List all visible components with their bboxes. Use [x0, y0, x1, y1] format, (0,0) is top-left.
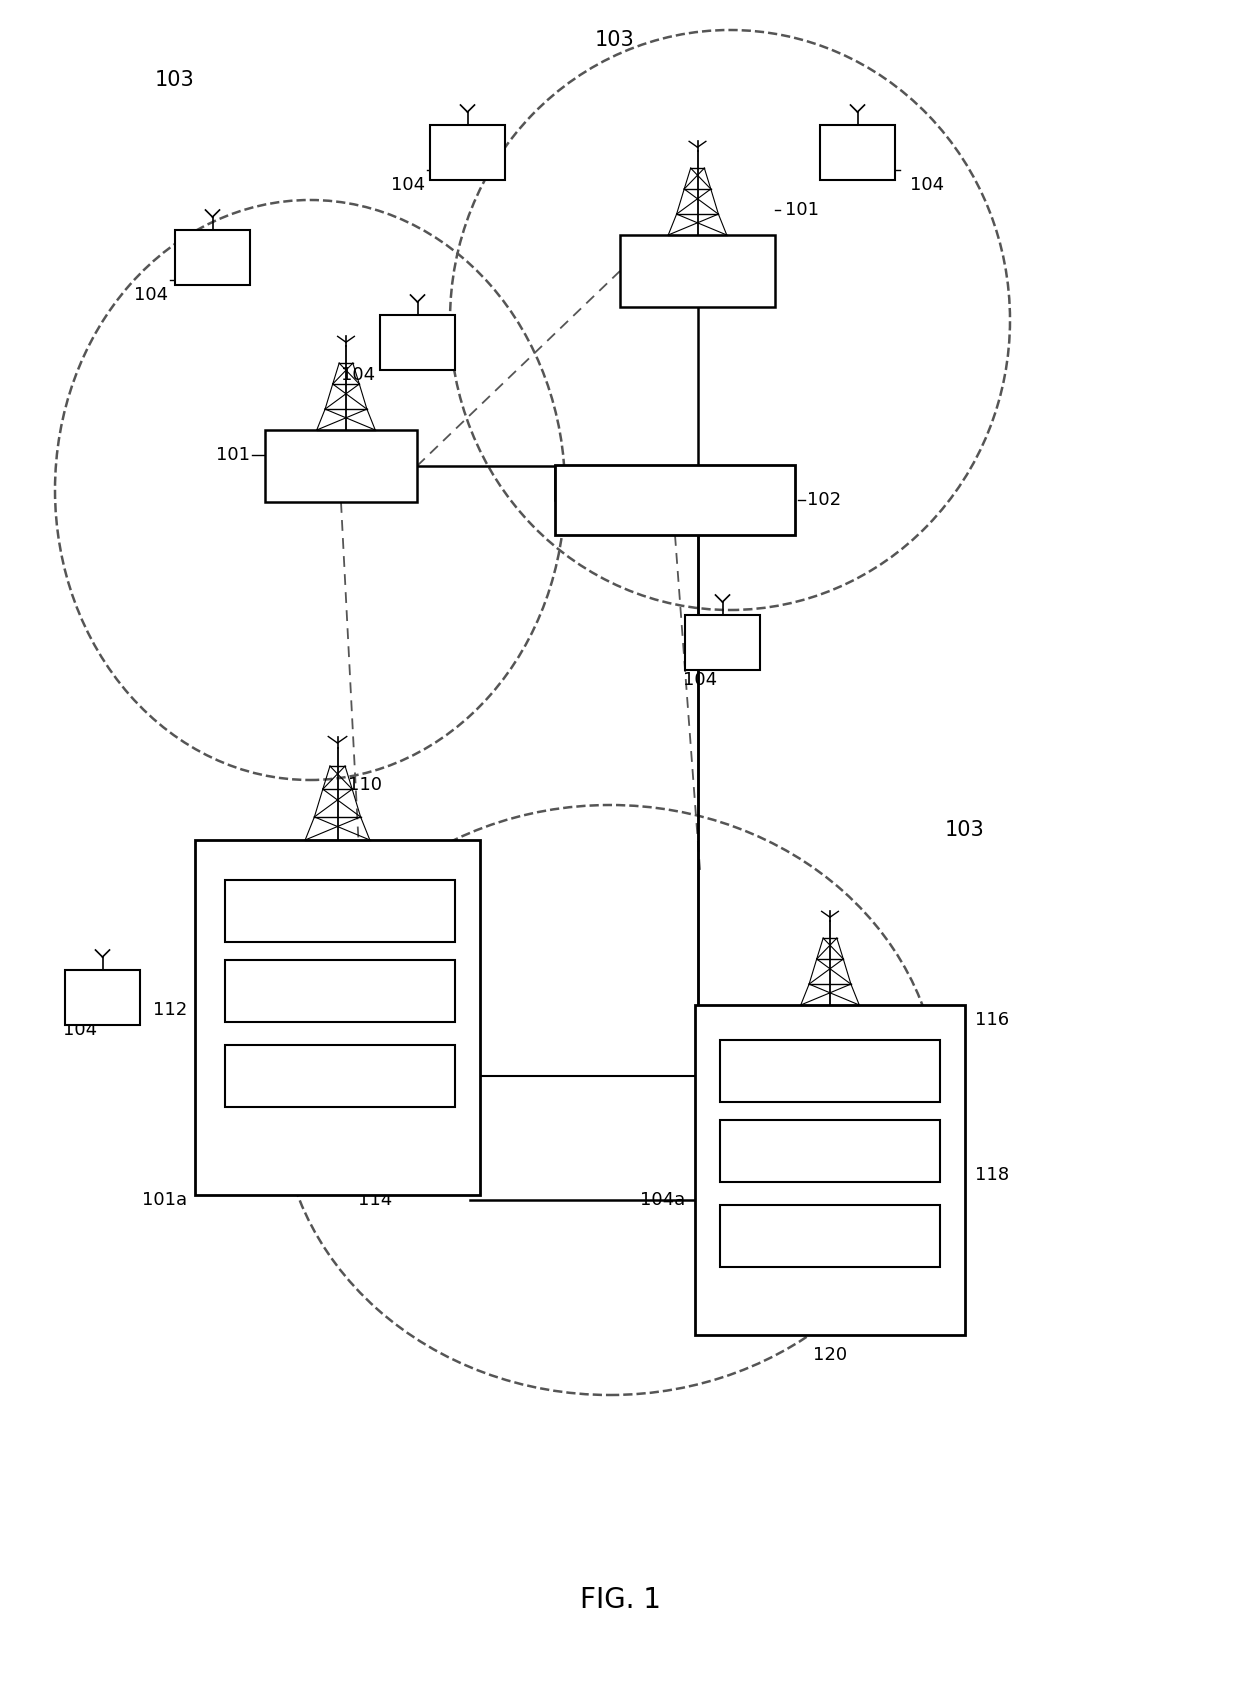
Text: 103: 103 — [945, 819, 985, 839]
Bar — [694, 1005, 965, 1334]
Text: 116: 116 — [975, 1012, 1009, 1029]
Bar — [195, 839, 480, 1196]
Text: UE: UE — [200, 248, 224, 267]
Bar — [379, 316, 455, 370]
Text: 103: 103 — [155, 69, 195, 90]
Text: 101: 101 — [785, 201, 818, 220]
Text: 104: 104 — [683, 671, 717, 689]
Text: 120: 120 — [813, 1346, 847, 1365]
Text: 102: 102 — [807, 491, 841, 508]
Text: RECEIVER: RECEIVER — [299, 981, 381, 1000]
Text: 101: 101 — [216, 446, 250, 464]
Text: CONTROLLER: CONTROLLER — [284, 1067, 397, 1084]
Bar — [720, 1120, 940, 1182]
Text: UE: UE — [846, 144, 869, 162]
Text: UE: UE — [91, 988, 115, 1007]
Text: 104: 104 — [910, 176, 944, 194]
Text: eNodeB: eNodeB — [303, 456, 379, 476]
Text: 104a: 104a — [640, 1191, 684, 1209]
Text: 110: 110 — [347, 775, 382, 794]
Bar — [620, 235, 775, 307]
Text: 118: 118 — [975, 1165, 1009, 1184]
Bar — [64, 969, 140, 1025]
Text: 114: 114 — [357, 1191, 392, 1209]
Bar — [820, 125, 895, 181]
Text: CONTROLLER: CONTROLLER — [774, 1226, 887, 1245]
Text: RECEIVER: RECEIVER — [789, 1142, 870, 1160]
Text: 104: 104 — [63, 1020, 97, 1039]
Text: CORE NETWORK: CORE NETWORK — [601, 491, 749, 508]
Text: UE: UE — [455, 144, 480, 162]
Text: 104: 104 — [341, 367, 374, 383]
Bar — [720, 1204, 940, 1267]
Bar — [175, 230, 250, 285]
Bar — [224, 880, 455, 942]
Text: 112: 112 — [153, 1002, 187, 1018]
Bar — [684, 615, 760, 671]
Bar — [224, 1045, 455, 1106]
Text: 104: 104 — [134, 285, 167, 304]
Text: 101a: 101a — [141, 1191, 187, 1209]
Text: 103: 103 — [595, 30, 635, 51]
Bar — [720, 1040, 940, 1101]
Bar — [224, 959, 455, 1022]
Text: UE: UE — [405, 333, 430, 351]
Text: TRANSMITTER: TRANSMITTER — [771, 1062, 889, 1079]
Bar — [265, 431, 417, 502]
Text: FIG. 1: FIG. 1 — [579, 1586, 661, 1615]
Bar — [556, 464, 795, 535]
Text: TRANSMITTER: TRANSMITTER — [281, 902, 398, 921]
Bar — [430, 125, 505, 181]
Text: 104: 104 — [391, 176, 425, 194]
Text: UE: UE — [711, 633, 735, 652]
Text: eNodeB: eNodeB — [660, 262, 735, 280]
